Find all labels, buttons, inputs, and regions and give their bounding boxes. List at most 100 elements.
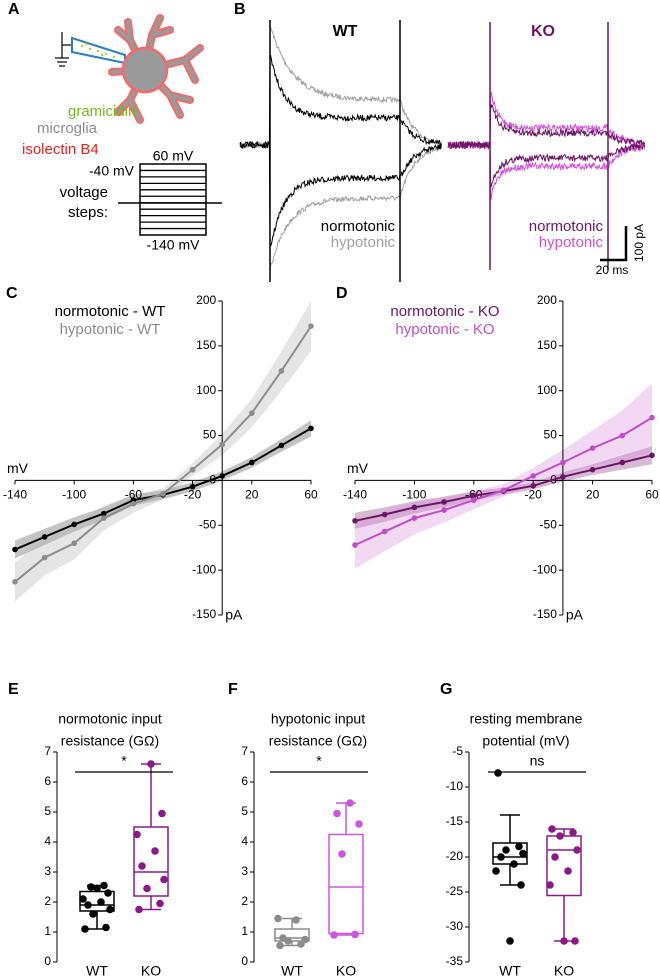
x-tick-label: KO	[554, 963, 574, 979]
step-label: voltage	[60, 184, 108, 201]
data-point	[160, 875, 168, 884]
y-tick-label: -100	[192, 562, 216, 576]
data-point	[411, 504, 418, 511]
data-point	[515, 842, 523, 851]
significance-label: *	[121, 753, 127, 769]
y-tick-label: 200	[537, 293, 557, 307]
data-point	[104, 889, 112, 897]
data-point	[530, 473, 536, 479]
data-point	[12, 546, 18, 553]
y-tick-label: 3	[44, 864, 51, 878]
data-point	[502, 846, 510, 854]
data-point	[249, 459, 255, 466]
data-point	[441, 507, 447, 513]
data-point	[249, 410, 255, 416]
panel-label: C	[6, 285, 18, 302]
data-point	[151, 847, 159, 855]
error-band	[222, 398, 252, 456]
data-point	[381, 528, 388, 535]
data-point	[497, 853, 505, 861]
legend-text: hypotonic	[331, 234, 396, 251]
data-point	[649, 414, 655, 421]
data-point	[133, 830, 141, 839]
data-point	[156, 899, 164, 908]
y-tick-label: 2	[241, 894, 248, 908]
data-point	[276, 941, 284, 950]
data-point	[548, 825, 556, 833]
data-point	[510, 860, 518, 868]
data-point	[143, 884, 151, 893]
x-tick-label: WT	[499, 963, 521, 979]
data-point	[330, 931, 338, 939]
y-tick-label: 0	[241, 954, 248, 968]
data-point	[292, 916, 300, 924]
y-tick-label: -150	[192, 607, 216, 621]
data-point	[338, 850, 346, 858]
x-tick-label: -140	[3, 488, 27, 502]
trace	[447, 104, 646, 150]
data-point	[12, 579, 18, 585]
data-point	[101, 515, 107, 521]
data-point	[560, 474, 566, 480]
panel-label: G	[440, 681, 452, 698]
x-tick-label: -100	[402, 488, 426, 502]
trace	[239, 24, 443, 149]
data-point	[352, 542, 358, 548]
wt-label: WT	[333, 23, 358, 40]
y-tick-label: 5	[44, 804, 51, 818]
trace	[239, 54, 443, 150]
data-point	[87, 883, 95, 891]
x-tick-label: 60	[645, 488, 659, 502]
data-point	[560, 937, 568, 945]
x-axis-label: mV	[7, 460, 29, 476]
data-point	[278, 368, 285, 374]
chart-title: resistance (GΩ)	[269, 733, 367, 749]
y-axis-label: pA	[566, 607, 584, 623]
x-tick-label: WT	[86, 963, 108, 979]
y-tick-label: 6	[44, 774, 51, 788]
x-tick-label: WT	[281, 963, 303, 979]
x-tick-label: 60	[304, 488, 318, 502]
data-point	[589, 466, 596, 473]
data-point	[84, 901, 92, 909]
y-tick-label: 50	[544, 428, 558, 442]
data-point	[560, 459, 566, 466]
data-point	[160, 491, 166, 497]
x-tick-label: 20	[586, 488, 600, 502]
data-point	[97, 898, 105, 906]
step-hold: -40 mV	[89, 163, 135, 179]
legend-text: hypotonic	[539, 234, 604, 251]
data-point	[471, 492, 477, 499]
y-tick-label: 1	[241, 924, 248, 938]
x-axis-label: mV	[347, 460, 369, 476]
legend-text: hypotonic - WT	[60, 321, 161, 338]
scale-bar	[600, 226, 628, 262]
data-point	[589, 445, 596, 451]
y-tick-label: -35	[446, 954, 464, 968]
chart-title: normotonic input	[58, 711, 162, 727]
panel-label: D	[336, 285, 348, 302]
data-point	[506, 937, 514, 945]
data-point	[71, 540, 77, 547]
trace	[447, 140, 646, 188]
y-tick-label: 4	[241, 834, 248, 848]
legend-text: normotonic	[321, 218, 396, 235]
data-point	[556, 832, 564, 840]
error-band	[251, 351, 282, 428]
error-band	[74, 505, 104, 560]
y-tick-label: 4	[44, 834, 51, 848]
error-band	[592, 410, 623, 467]
data-point	[355, 820, 363, 828]
data-point	[100, 881, 108, 890]
step-label: steps:	[68, 204, 108, 221]
y-tick-label: 100	[196, 383, 216, 397]
panel-label: A	[8, 1, 20, 18]
x-tick-label: -60	[125, 488, 143, 502]
y-tick-label: 7	[241, 744, 248, 758]
data-point	[274, 914, 282, 923]
y-tick-label: -100	[533, 562, 557, 576]
data-point	[441, 499, 447, 505]
data-point	[81, 925, 89, 933]
chart-title: resting membrane	[470, 711, 583, 727]
